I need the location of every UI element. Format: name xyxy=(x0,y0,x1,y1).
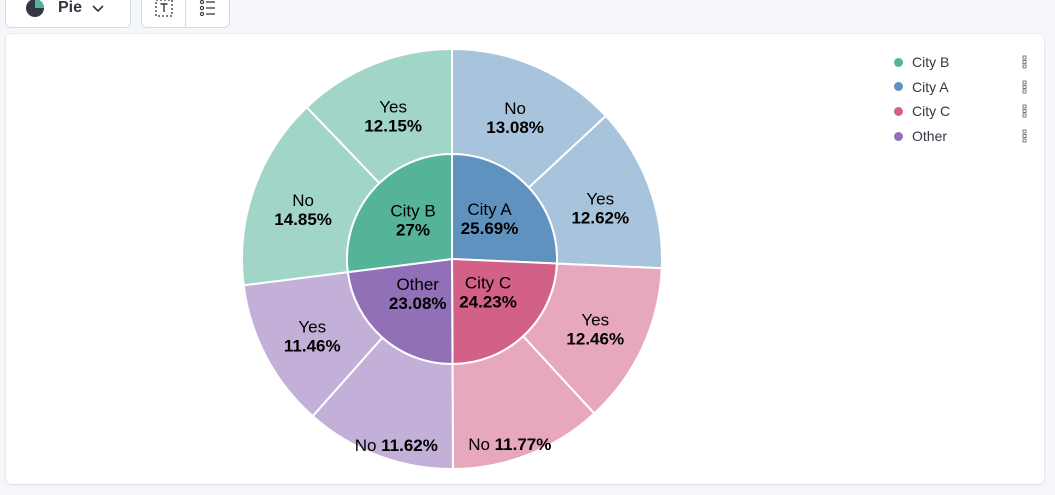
legend: City B City A City C xyxy=(892,50,1032,148)
inner-slice-city-c[interactable] xyxy=(450,257,558,366)
inner-slice-label: City A 25.69% xyxy=(461,200,519,238)
list-icon xyxy=(199,0,215,17)
outer-slice-label: No 14.85% xyxy=(274,191,332,229)
outer-slice-label: Yes 12.46% xyxy=(566,311,624,349)
legend-label: City B xyxy=(912,54,950,71)
more-options-icon[interactable] xyxy=(1022,55,1028,69)
outer-slice-label: Yes 11.46% xyxy=(284,318,341,356)
legend-swatch xyxy=(894,131,903,141)
outer-slice-label: Yes 12.62% xyxy=(571,189,629,227)
legend-swatch xyxy=(894,82,903,92)
legend-label: City C xyxy=(912,103,951,120)
legend-item-other[interactable]: Other xyxy=(892,124,1032,149)
legend-item-city-a[interactable]: City A xyxy=(892,75,1032,100)
inner-slice-other[interactable] xyxy=(346,257,454,365)
inner-slice-label: City B 27% xyxy=(390,202,435,240)
legend-label: City A xyxy=(912,78,949,95)
legend-swatch xyxy=(894,106,903,116)
more-options-icon[interactable] xyxy=(1022,129,1028,143)
pie-chart: No 13.08% Yes 12.62% Yes 12.46% No 11.77% No 11… xyxy=(241,47,663,471)
chart-type-button[interactable]: Pie xyxy=(5,0,131,28)
legend-swatch xyxy=(894,57,903,67)
chart-options-group xyxy=(141,0,230,28)
outer-slice-label: No 11.62% xyxy=(355,436,438,455)
inner-slice-label: Other 23.08% xyxy=(389,275,447,313)
more-options-icon[interactable] xyxy=(1022,80,1028,94)
legend-label: Other xyxy=(912,128,948,145)
inner-slice-label: City C 24.23% xyxy=(459,273,517,311)
outer-slice-label: No 11.77% xyxy=(468,435,551,454)
outer-slice-label: Yes 12.15% xyxy=(364,97,422,135)
legend-item-city-c[interactable]: City C xyxy=(892,99,1032,124)
more-options-icon[interactable] xyxy=(1022,104,1028,118)
chevron-down-icon xyxy=(92,5,104,13)
text-format-icon xyxy=(154,0,173,17)
legend-item-city-b[interactable]: City B xyxy=(892,50,1032,75)
text-format-button[interactable] xyxy=(142,0,185,27)
inner-slice-city-a[interactable] xyxy=(451,152,558,265)
chart-panel: No 13.08% Yes 12.62% Yes 12.46% No 11.77% No 11… xyxy=(6,34,1044,484)
legend-toggle-button[interactable] xyxy=(185,0,229,27)
pie-chart-icon xyxy=(26,0,44,17)
inner-slice-city-b[interactable] xyxy=(346,152,453,274)
chart-type-label: Pie xyxy=(58,0,83,16)
outer-slice-label: No 13.08% xyxy=(486,99,544,137)
